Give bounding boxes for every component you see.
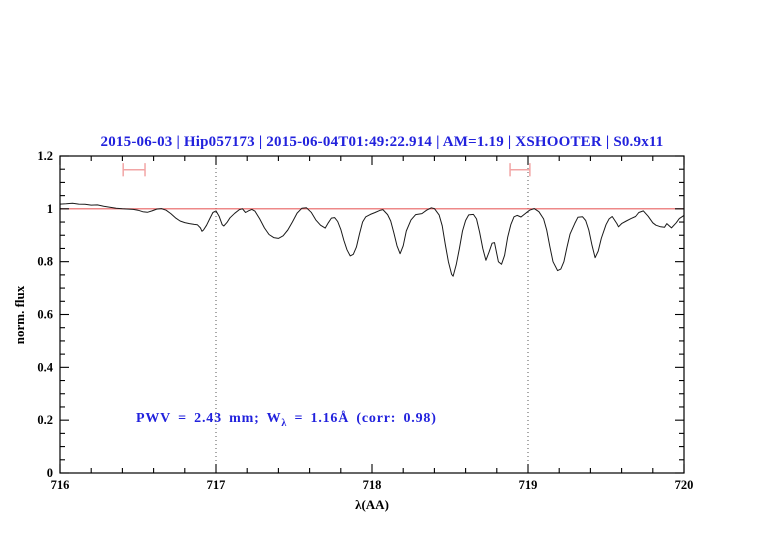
spectrum-line: [59, 202, 685, 277]
pwv-annotation: PWV = 2.43 mm; Wλ = 1.16Å (corr: 0.98): [136, 411, 437, 429]
y-tick-label: 1.2: [37, 149, 53, 163]
x-tick-label: 716: [51, 478, 70, 492]
y-tick-label: 0.4: [37, 360, 53, 374]
x-tick-label: 720: [675, 478, 694, 492]
y-tick-label: 0.2: [37, 413, 53, 427]
plot-title: 2015-06-03 | Hip057173 | 2015-06-04T01:4…: [100, 134, 664, 150]
x-tick-label: 719: [519, 478, 538, 492]
x-tick-label: 717: [207, 478, 226, 492]
x-axis-label: λ(AA): [355, 497, 389, 512]
y-tick-label: 0.8: [37, 255, 53, 269]
y-axis-label: norm. flux: [12, 285, 27, 345]
y-tick-label: 0: [47, 466, 53, 480]
annotation-lambda-subscript: λ: [281, 417, 288, 429]
x-tick-label: 718: [363, 478, 382, 492]
annotation-prefix: PWV = 2.43 mm; W: [136, 411, 282, 426]
annotation-suffix: = 1.16Å (corr: 0.98): [287, 411, 437, 426]
y-tick-label: 1: [47, 202, 53, 216]
y-tick-label: 0.6: [37, 308, 53, 322]
